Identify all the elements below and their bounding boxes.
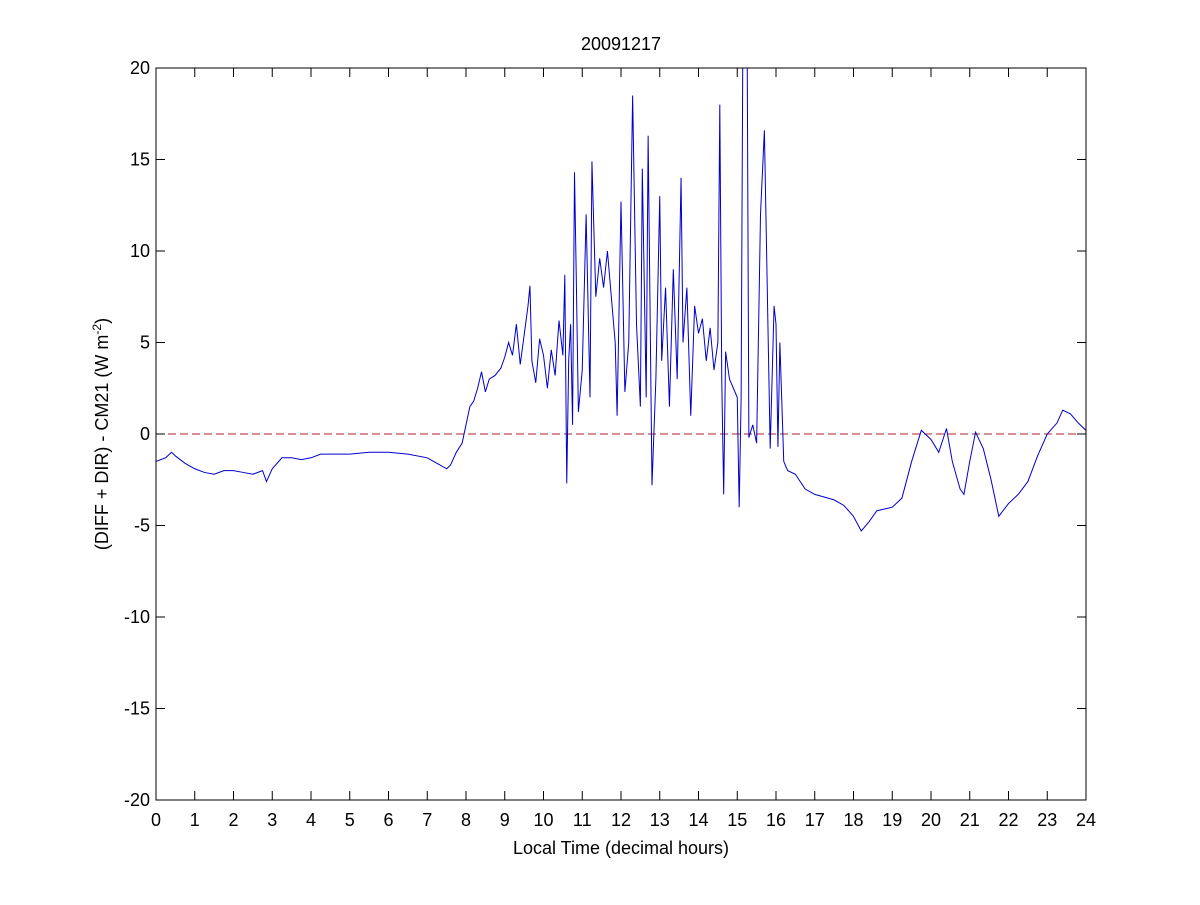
- y-tick-label: 10: [130, 241, 150, 261]
- x-tick-label: 19: [882, 810, 902, 830]
- x-tick-label: 2: [228, 810, 238, 830]
- x-tick-label: 6: [383, 810, 393, 830]
- data-line: [156, 68, 1086, 532]
- y-axis-label-end: ): [92, 318, 112, 324]
- x-tick-label: 5: [345, 810, 355, 830]
- y-axis-label-text: (DIFF + DIR) - CM21 (W m: [92, 335, 112, 550]
- x-tick-label: 1: [190, 810, 200, 830]
- x-tick-label: 0: [151, 810, 161, 830]
- y-tick-label: 0: [140, 424, 150, 444]
- x-tick-label: 8: [461, 810, 471, 830]
- x-tick-label: 11: [573, 810, 592, 830]
- x-tick-label: 20: [921, 810, 941, 830]
- x-tick-label: 4: [306, 810, 316, 830]
- chart-title: 20091217: [581, 34, 661, 54]
- x-tick-label: 18: [843, 810, 863, 830]
- x-tick-label: 24: [1076, 810, 1096, 830]
- x-tick-label: 21: [960, 810, 980, 830]
- x-tick-label: 15: [727, 810, 747, 830]
- x-tick-label: 12: [611, 810, 631, 830]
- x-tick-label: 3: [267, 810, 277, 830]
- x-tick-label: 22: [998, 810, 1018, 830]
- x-tick-label: 7: [422, 810, 432, 830]
- y-tick-label: 5: [140, 333, 150, 353]
- y-tick-label: -15: [124, 699, 150, 719]
- y-tick-label: -5: [134, 516, 150, 536]
- x-tick-label: 17: [805, 810, 825, 830]
- y-tick-label: -10: [124, 607, 150, 627]
- y-tick-label: -20: [124, 790, 150, 810]
- y-axis-label: (DIFF + DIR) - CM21 (W m-2): [90, 318, 112, 550]
- x-axis-label: Local Time (decimal hours): [513, 838, 729, 858]
- y-tick-label: 20: [130, 58, 150, 78]
- x-tick-label: 9: [500, 810, 510, 830]
- y-tick-label: 15: [130, 150, 150, 170]
- x-tick-label: 10: [533, 810, 553, 830]
- y-axis-label-superscript: -2: [90, 324, 104, 335]
- x-tick-label: 13: [650, 810, 670, 830]
- x-tick-label: 23: [1037, 810, 1057, 830]
- x-tick-label: 14: [688, 810, 708, 830]
- x-tick-label: 16: [766, 810, 786, 830]
